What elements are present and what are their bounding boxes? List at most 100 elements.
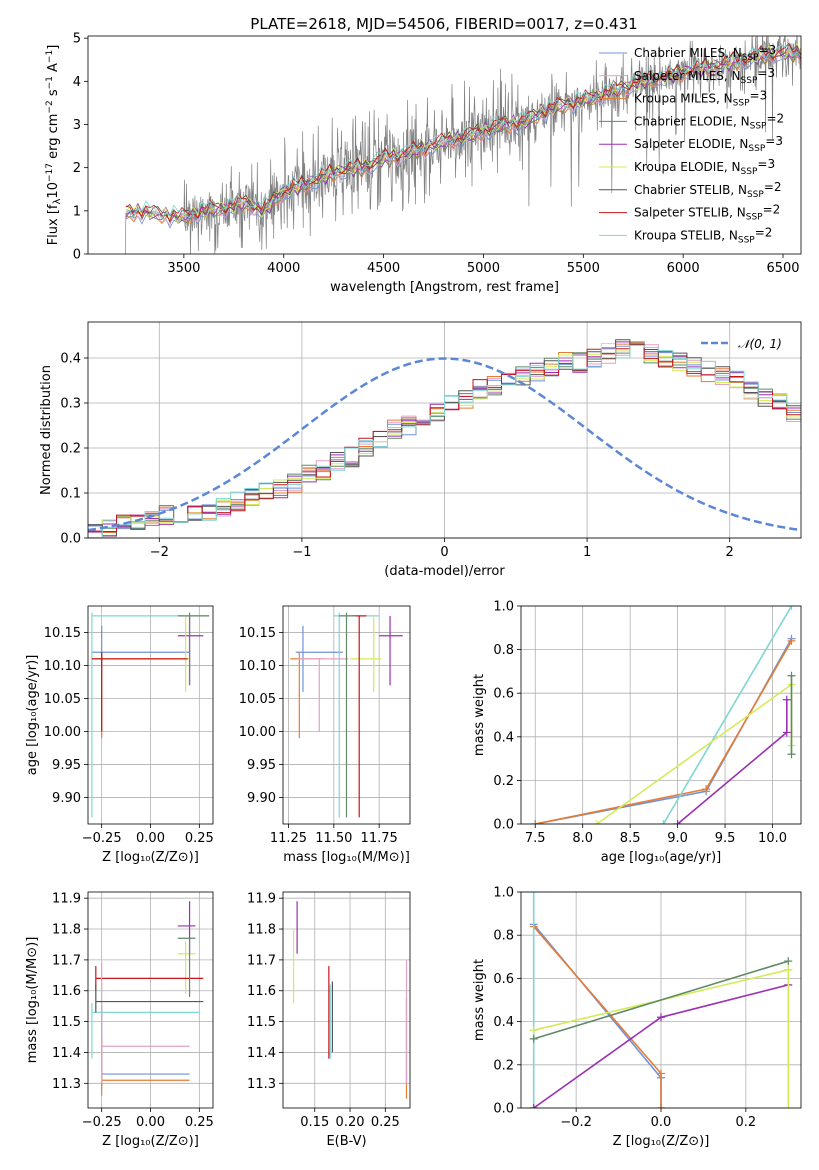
y-tick-label: 10.05 (44, 692, 81, 707)
age-mass-panel: 11.25 11.50 11.75 9.90 9.95 10.00 10.05 10.10 10… (239, 605, 411, 865)
legend-suffix: =2 (755, 225, 773, 239)
weight-point (673, 820, 682, 824)
x-axis-label: (data-model)/error (384, 564, 505, 579)
y-tick-label: 11.5 (247, 1015, 276, 1030)
weight-point (529, 1034, 538, 1043)
x-tick-label: 9.0 (667, 831, 688, 846)
legend-suffix: =2 (766, 111, 784, 125)
y-tick-label: 11.6 (52, 984, 81, 999)
legend-gaussian-label: 𝒩(0, 1) (738, 337, 782, 351)
x-tick-label: 1 (583, 545, 591, 560)
histogram-series (88, 344, 801, 532)
model-spectrum-line (125, 44, 801, 220)
legend-suffix: =3 (765, 134, 783, 148)
x-tick-label: 5000 (467, 261, 500, 276)
y-tick-label: 0.2 (493, 1058, 514, 1073)
legend-entry: Chabrier MILES, NSSP=3 (634, 43, 776, 63)
legend-sub: SSP (741, 76, 758, 86)
x-axis-label: wavelength [Angstrom, rest frame] (330, 280, 559, 295)
y-axis-label-part: −17 (45, 163, 55, 182)
y-tick-label: 11.7 (247, 953, 276, 968)
axes-frame (520, 605, 802, 825)
mass-Z-panel: −0.25 0.00 0.25 11.3 11.4 11.5 11.6 11.7 11.8 11.… (25, 891, 214, 1149)
y-tick-label: 11.8 (247, 923, 276, 938)
x-tick-label: −1 (292, 545, 311, 560)
y-axis-label-part: A (46, 63, 61, 76)
axes-frame (282, 605, 411, 825)
mass-Z-panel-plot (91, 901, 204, 1096)
weight-point (782, 728, 791, 737)
weight-age-panel-plot (531, 606, 796, 824)
weight-point (784, 1104, 793, 1108)
histogram-series (88, 341, 801, 538)
x-tick-label: 9.5 (715, 831, 736, 846)
axes-frame (282, 891, 411, 1109)
x-tick-label: 2 (726, 545, 734, 560)
x-tick-label: 11.50 (315, 831, 352, 846)
weight-point (592, 820, 601, 824)
histogram-series (88, 341, 801, 530)
legend-sub: SSP (741, 167, 758, 177)
legend-suffix: =2 (763, 203, 781, 217)
y-tick-label: 11.5 (52, 1015, 81, 1030)
x-tick-label: 11.25 (270, 831, 307, 846)
weight-point (784, 965, 793, 974)
axes-frame (87, 35, 802, 255)
y-tick-label: 0.0 (493, 1102, 514, 1117)
x-tick-label: 4500 (367, 261, 400, 276)
weight-point (657, 1104, 665, 1108)
weight-point (787, 606, 796, 610)
y-tick-label: 11.8 (52, 923, 81, 938)
weight-point (782, 695, 791, 704)
y-axis-label-part: −1 (45, 76, 55, 89)
y-tick-label: 10.10 (239, 659, 276, 674)
histogram-series (88, 344, 801, 538)
y-tick-label: 0.4 (60, 352, 81, 367)
y-axis-label: mass weight (472, 959, 487, 1041)
legend-entry: Kroupa MILES, NSSP=3 (634, 89, 767, 109)
legend-sub: SSP (750, 121, 767, 131)
y-tick-label: 9.90 (247, 791, 276, 806)
model-spectrum-line (125, 42, 801, 225)
y-tick-label: 0.0 (493, 818, 514, 833)
x-tick-label: 11.75 (361, 831, 398, 846)
y-tick-label: 9.95 (247, 758, 276, 773)
histogram-series (88, 342, 801, 530)
y-tick-label: 0.6 (493, 687, 514, 702)
y-axis-label-part: −1 (45, 50, 55, 63)
y-tick-label: 0.0 (60, 532, 81, 547)
legend-suffix: =3 (759, 43, 777, 57)
y-tick-label: 5 (73, 32, 81, 47)
x-tick-label: 5500 (567, 261, 600, 276)
gaussian-curve (88, 357, 801, 532)
legend-suffix: =3 (757, 66, 775, 80)
y-tick-label: 0.1 (60, 487, 81, 502)
y-tick-label: 0 (73, 248, 81, 263)
x-tick-label: 6000 (667, 261, 700, 276)
y-axis-label-part: ] (46, 45, 61, 50)
y-tick-label: 0.4 (493, 730, 514, 745)
y-axis-label: mass [log₁₀(M/M⊙)] (25, 937, 40, 1064)
weight-point (784, 957, 793, 966)
x-axis-label: age [log₁₀(age/yr)] (601, 850, 722, 865)
y-tick-label: 0.6 (493, 972, 514, 987)
y-axis-label: age [log₁₀(age/yr)] (25, 655, 40, 776)
x-axis-label: E(B-V) (326, 1134, 366, 1149)
legend-sub: SSP (746, 213, 763, 223)
y-tick-label: 11.4 (52, 1046, 81, 1061)
y-axis-label-part: 10 (46, 182, 61, 199)
legend-suffix: =2 (764, 180, 782, 194)
y-axis-label-part: −2 (45, 100, 55, 113)
y-tick-label: 1.0 (493, 886, 514, 901)
weight-point (657, 1069, 665, 1078)
x-axis-label: Z [log₁₀(Z/Z⊙)] (102, 850, 199, 865)
legend-entry: Salpeter MILES, NSSP=3 (634, 66, 775, 86)
weight-point (657, 1013, 665, 1022)
weight-point (787, 671, 796, 680)
y-axis-label-part: erg cm (46, 114, 61, 163)
weight-point (659, 820, 668, 824)
weight-point (529, 1104, 538, 1108)
x-axis-label: Z [log₁₀(Z/Z⊙)] (102, 1134, 199, 1149)
x-tick-label: 0.00 (136, 831, 165, 846)
